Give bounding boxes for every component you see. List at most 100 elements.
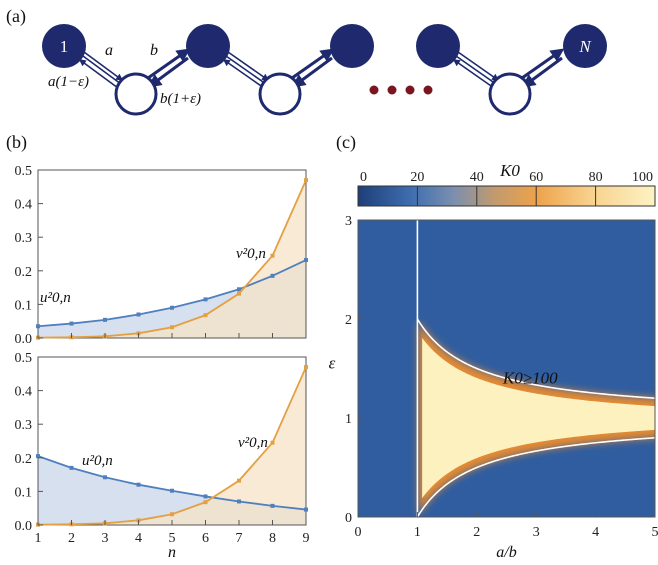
colorbar-label: K0 [499,161,520,180]
panel-label-b: (b) [6,132,27,153]
data-point [304,365,308,370]
x-axis-label: a/b [496,544,516,561]
x-tick-label: 4 [592,525,599,540]
area-fill-v [38,367,306,525]
colorbar-tick-label: 80 [589,170,603,185]
data-point [270,273,275,278]
panel-label-a: (a) [6,6,26,27]
hop-label-a: a [105,42,113,59]
plot-b-top: 0.0 0.1 0.2 0.3 0.4 0.5 u²0,n v²0,n [15,164,308,347]
data-point [203,500,208,505]
data-point [237,291,241,296]
data-point [237,499,241,504]
colorbar-tick-label: 0 [360,170,367,185]
y-tick-label: 0.3 [15,418,33,433]
node-N-label: N [578,37,592,56]
data-point [136,482,141,487]
data-point [136,312,141,317]
data-point [203,313,208,318]
y-tick-label: 0.1 [15,485,33,500]
y-tick-label: 0.0 [15,332,33,347]
data-point [103,317,107,322]
y-tick-label: 3 [345,214,352,229]
boundary-upper [416,318,655,400]
data-point [304,258,308,263]
y-tick-label: 0.4 [15,198,33,213]
boundary-lower [416,436,655,517]
data-point [203,297,208,302]
hop-label-b: b [150,42,158,59]
colorbar-tick-label: 20 [410,170,424,185]
x-tick-label: 1 [35,531,42,546]
x-tick-label: 1 [414,525,421,540]
x-tick-label: 0 [355,525,362,540]
colorbar-tick-label: 100 [632,170,653,185]
y-tick-label: 0.2 [15,452,33,467]
chain-node-N [563,24,607,68]
data-point [170,305,174,310]
heatmap-body [358,220,655,517]
y-tick-label: 2 [345,313,352,328]
y-tick-label: 0.5 [15,351,33,366]
plot-b-bottom: 0.0 0.1 0.2 0.3 0.4 0.5 1 2 3 4 5 6 7 8 9 n u²0,n v²0,n [15,351,310,561]
colorbar-tick-label: 60 [529,170,543,185]
data-point [270,440,275,445]
chain-node-lower [114,72,158,116]
x-tick-label: 7 [236,531,243,546]
series-label-u: u²0,n [40,290,71,306]
heatmap: K0≥100 0 1 2 3 4 5 0 1 2 3 a/b ε [329,214,658,561]
high-region-core [422,337,655,499]
series-label-u: u²0,n [82,453,113,469]
chain-node-lower [488,72,532,116]
data-point [203,494,208,499]
y-tick-label: 0.5 [15,164,33,179]
data-point [270,503,275,508]
y-axis-label: ε [329,354,336,373]
x-tick-label: 3 [102,531,109,546]
hop-label-a-reverse: a(1−ε) [48,74,89,90]
chain-node-upper [330,24,374,68]
colorbar-tick-label: 40 [470,170,484,185]
y-tick-label: 0.0 [15,519,33,534]
hop-label-b-reverse: b(1+ε) [160,91,201,107]
panel-label-c: (c) [336,132,356,153]
y-tick-label: 0.4 [15,385,33,400]
x-tick-label: 9 [303,531,310,546]
colorbar: 0 20 40 60 80 100 K0 [357,161,656,207]
data-point [103,475,107,480]
x-tick-label: 5 [652,525,658,540]
series-label-v: v²0,n [236,246,266,262]
x-tick-label: 6 [202,531,209,546]
data-point [170,488,174,493]
data-point [237,478,241,483]
x-tick-label: 2 [473,525,480,540]
y-tick-label: 0.1 [15,298,33,313]
chain-links [78,48,565,89]
annotation-k0: K0≥100 [502,368,558,387]
data-point [170,512,174,517]
data-point [237,287,241,292]
chain-node-upper [416,24,460,68]
x-tick-label: 5 [169,531,176,546]
chain-node-lower [258,72,302,116]
y-tick-label: 0 [345,511,352,526]
data-point [69,465,74,470]
ellipsis-dots [369,85,433,95]
data-point [170,325,174,330]
data-point [304,178,308,183]
y-tick-label: 1 [345,412,352,427]
x-tick-label: 8 [269,531,276,546]
x-tick-label: 4 [135,531,142,546]
data-point [36,454,40,459]
x-tick-label: 2 [68,531,75,546]
heatmap-frame [357,219,656,518]
data-point [36,324,40,329]
y-tick-label: 0.2 [15,265,33,280]
chain-node-upper [186,24,230,68]
x-tick-label: 3 [533,525,540,540]
data-point [69,321,74,326]
node-1-label: 1 [60,37,69,56]
area-fill-v [38,180,306,338]
data-point [270,253,275,258]
